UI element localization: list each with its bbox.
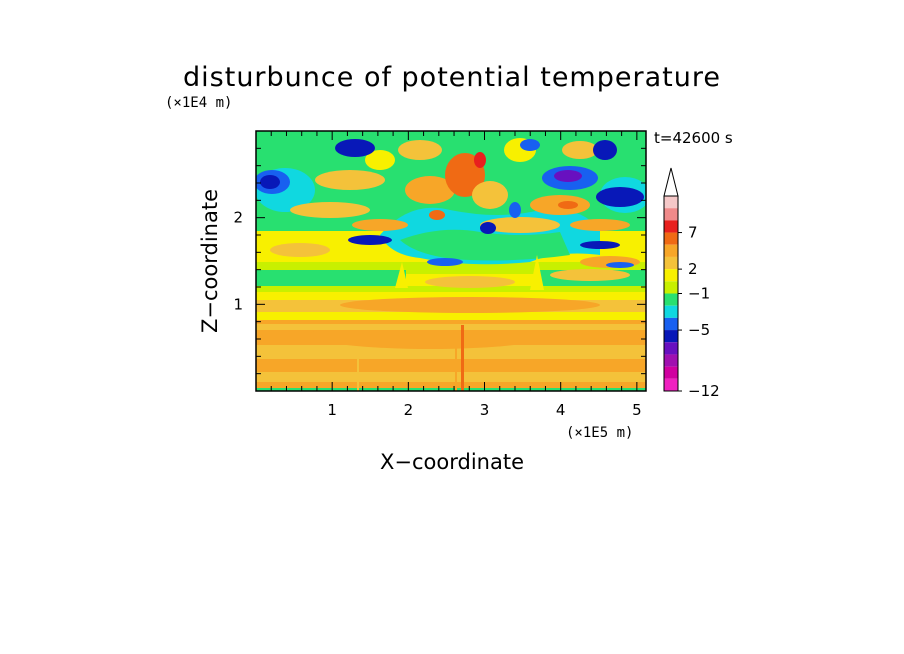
colorbar-labels: 7 2 −1 −5 −12 bbox=[678, 224, 720, 400]
cold-cell-right-low bbox=[606, 262, 634, 268]
x-axis-label: X−coordinate bbox=[380, 450, 524, 474]
stripe-orange-1 bbox=[256, 345, 646, 359]
warm-cell-4 bbox=[405, 176, 455, 204]
orange-spot-right bbox=[550, 269, 630, 281]
plume-left bbox=[395, 262, 408, 288]
red-core-1 bbox=[474, 152, 486, 168]
cold-cell-left-core bbox=[260, 175, 280, 189]
warm-cell-9 bbox=[480, 217, 560, 233]
colorbar-label: 2 bbox=[688, 260, 698, 278]
colorbar-swatch bbox=[664, 244, 678, 257]
time-label: t=42600 s bbox=[654, 129, 733, 147]
cold-cell-right-3 bbox=[593, 140, 617, 160]
green-zone-center bbox=[400, 229, 570, 261]
frame-ticks bbox=[256, 131, 646, 391]
stripe-yellow-low bbox=[256, 324, 646, 330]
warm-cell-10 bbox=[570, 219, 630, 231]
colorbar-swatch bbox=[664, 293, 678, 306]
warm-cell-7 bbox=[398, 140, 442, 160]
colorbar-swatch bbox=[664, 305, 678, 318]
stripe-green-mid bbox=[256, 270, 406, 286]
cold-cell-top bbox=[520, 139, 540, 151]
colorbar-swatch bbox=[664, 378, 678, 391]
cold-cell-topleft bbox=[335, 139, 375, 157]
colorbar-label: −5 bbox=[688, 321, 710, 339]
warm-patch-mid bbox=[340, 297, 600, 313]
colorbar-swatch bbox=[664, 269, 678, 282]
contour-field bbox=[256, 131, 646, 391]
colorbar-swatch bbox=[664, 208, 678, 221]
y-tick-labels: 12 bbox=[233, 209, 243, 314]
warm-cell-1 bbox=[315, 170, 385, 190]
orange-spot-left bbox=[270, 243, 330, 257]
x-tick-label: 3 bbox=[480, 401, 490, 419]
colorbar-extend-triangle bbox=[663, 167, 679, 197]
y-tick-label: 2 bbox=[233, 209, 243, 227]
cold-cell-center-3 bbox=[427, 258, 463, 266]
chart-title: disturbunce of potential temperature bbox=[183, 62, 721, 93]
colorbar-swatch bbox=[664, 330, 678, 343]
x-tick-labels: 1 2 3 4 5 bbox=[327, 401, 641, 419]
y-axis-label: Z−coordinate bbox=[198, 189, 222, 333]
plume-right bbox=[530, 255, 544, 290]
red-core-3 bbox=[558, 201, 578, 209]
plume-streak-3 bbox=[357, 355, 359, 391]
cold-cell-center-1 bbox=[480, 222, 496, 234]
plot-frame bbox=[255, 130, 647, 392]
warm-cell-2 bbox=[290, 202, 370, 218]
cold-cell-right-2 bbox=[596, 187, 644, 207]
colorbar-swatch bbox=[664, 256, 678, 270]
colorbar-label: −12 bbox=[688, 382, 720, 400]
stripe-lime-low bbox=[256, 388, 646, 391]
cold-cell-mid-left bbox=[348, 235, 392, 245]
colorbar-label: −1 bbox=[688, 285, 710, 303]
colorbar-swatch bbox=[664, 281, 678, 294]
warm-cell-11 bbox=[562, 141, 598, 159]
colorbar-swatch bbox=[664, 317, 678, 331]
x-tick-label: 2 bbox=[404, 401, 414, 419]
colorbar-swatch bbox=[664, 366, 678, 379]
x-tick-label: 5 bbox=[632, 401, 642, 419]
colorbar-swatch bbox=[664, 354, 678, 367]
colorbar-swatch bbox=[664, 342, 678, 355]
colorbar-label: 7 bbox=[688, 224, 698, 242]
colorbar-swatch bbox=[664, 220, 678, 233]
red-core-2 bbox=[429, 210, 445, 220]
stripe-orange-2 bbox=[256, 372, 646, 382]
colorbar-swatch bbox=[664, 232, 678, 245]
cold-cell-right-mid bbox=[580, 241, 620, 249]
x-tick-label: 4 bbox=[556, 401, 566, 419]
warm-cell-6 bbox=[472, 181, 508, 209]
x-tick-label: 1 bbox=[327, 401, 337, 419]
plume-streak-2 bbox=[455, 345, 457, 391]
x-unit-label: (×1E5 m) bbox=[566, 425, 633, 441]
yellow-patch-left bbox=[365, 150, 395, 170]
y-tick-label: 1 bbox=[233, 295, 243, 313]
colorbar-swatch bbox=[664, 196, 678, 209]
cold-cell-center-2 bbox=[509, 202, 521, 218]
cold-cell-right-1-core bbox=[554, 170, 582, 182]
colorbar bbox=[663, 167, 679, 392]
plume-streak-1 bbox=[461, 325, 464, 391]
orange-spot-mid bbox=[425, 276, 515, 288]
stripe-lime-mid bbox=[256, 286, 646, 292]
y-unit-label: (×1E4 m) bbox=[165, 95, 232, 111]
warm-cell-3 bbox=[352, 219, 408, 231]
